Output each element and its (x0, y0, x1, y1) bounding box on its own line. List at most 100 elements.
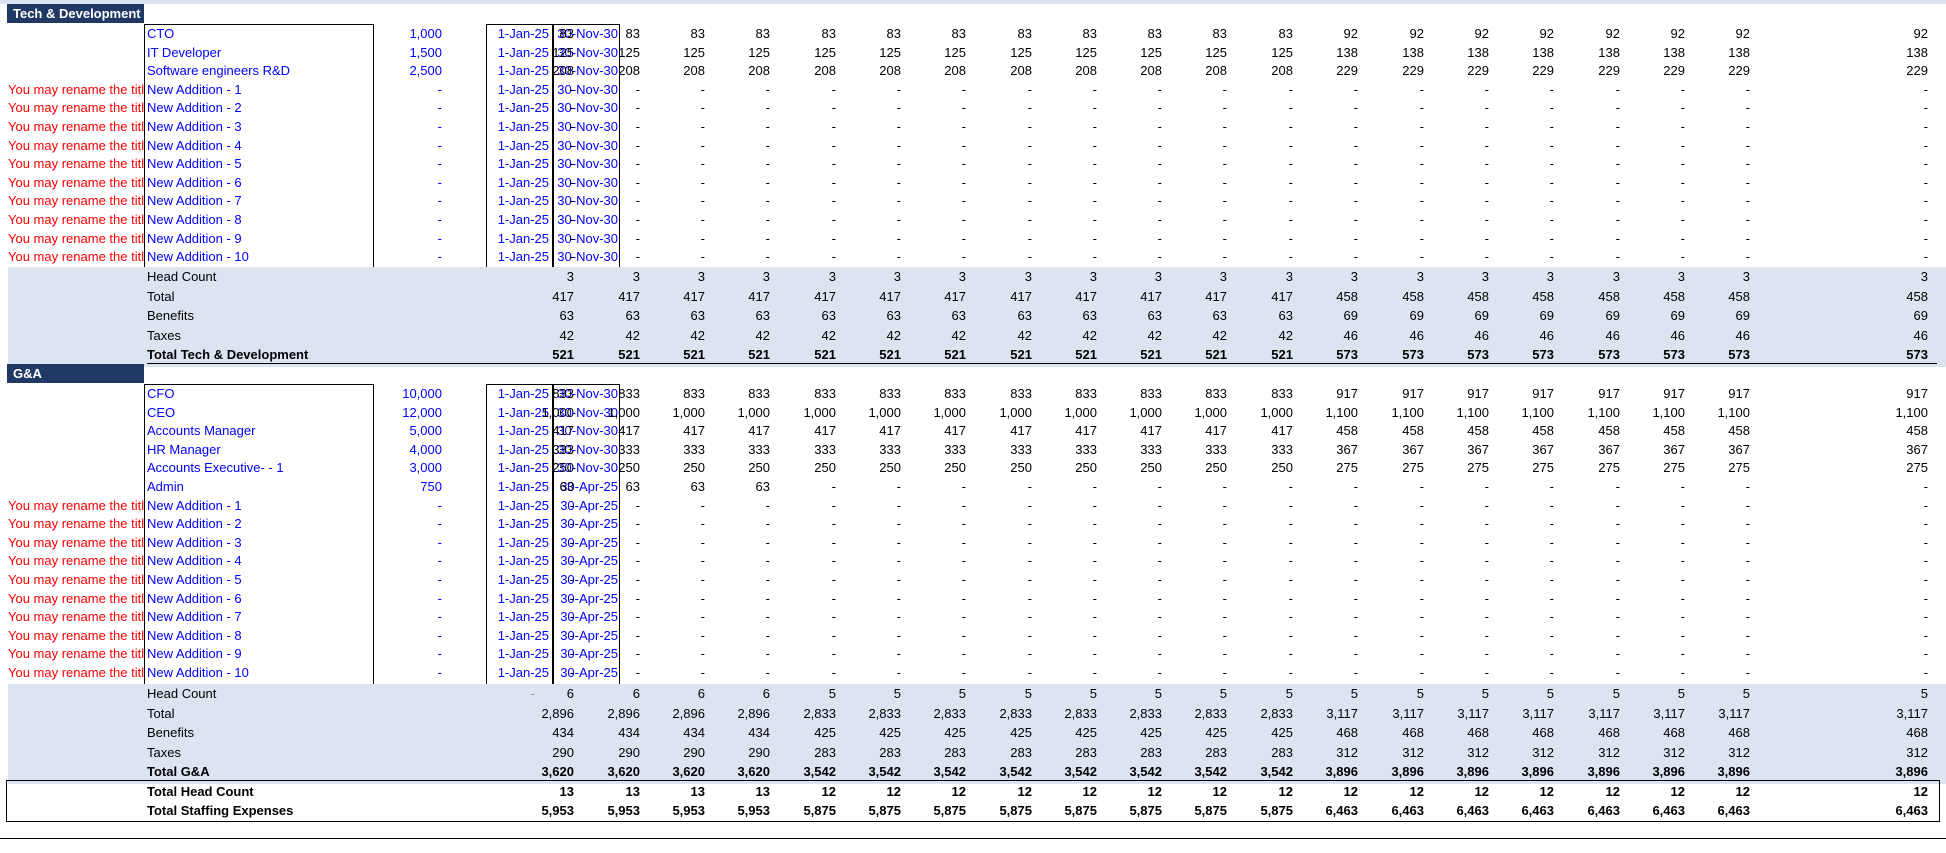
role-value-cell[interactable]: - (961, 137, 966, 153)
role-value-cell[interactable]: - (700, 249, 705, 265)
summary-value-cell[interactable]: 3 (1677, 269, 1685, 284)
role-value-cell[interactable]: - (765, 665, 770, 680)
summary-value-cell[interactable]: 434 (748, 725, 770, 740)
summary-value-cell[interactable]: 5 (1154, 686, 1162, 701)
role-value-cell[interactable]: - (1027, 553, 1032, 569)
role-value-cell[interactable]: - (1092, 156, 1097, 172)
summary-value-cell[interactable]: 3 (828, 269, 836, 284)
summary-value-cell[interactable]: 3,620 (541, 764, 574, 779)
role-value-cell[interactable]: 367 (1336, 441, 1358, 457)
role-value-cell[interactable]: - (1157, 156, 1162, 172)
role-value-cell[interactable]: 917 (1532, 386, 1554, 401)
salary-input[interactable]: - (437, 212, 442, 227)
grand-total-value-cell[interactable]: 5,875 (1064, 803, 1097, 818)
summary-value-cell[interactable]: 3 (893, 269, 901, 284)
summary-value-cell[interactable]: 283 (1205, 744, 1227, 760)
summary-value-cell[interactable]: 312 (1598, 744, 1620, 760)
role-value-cell[interactable]: - (1027, 497, 1032, 513)
summary-value-cell[interactable]: 468 (1467, 725, 1489, 740)
summary-value-cell[interactable]: 3 (1742, 269, 1750, 284)
grand-total-value-cell[interactable]: 12 (1474, 784, 1489, 799)
role-value-cell[interactable]: 92 (1343, 26, 1358, 41)
role-value-cell[interactable]: 1,100 (1717, 404, 1750, 420)
end-date-input[interactable]: 30-Apr-25 (560, 572, 618, 587)
role-value-cell[interactable]: - (896, 609, 901, 625)
role-value-cell[interactable]: - (1222, 646, 1227, 662)
role-value-cell[interactable]: - (1923, 627, 1928, 643)
end-date-input[interactable]: 30-Nov-30 (557, 460, 618, 476)
grand-total-value-cell[interactable]: 6,463 (1587, 803, 1620, 818)
role-value-cell[interactable]: - (1288, 553, 1293, 569)
salary-input[interactable]: - (437, 590, 442, 606)
role-value-cell[interactable]: - (1092, 174, 1097, 190)
role-value-cell[interactable]: - (700, 497, 705, 513)
role-value-cell[interactable]: 367 (1663, 441, 1685, 457)
role-value-cell[interactable]: - (1680, 646, 1685, 662)
grand-total-value-cell[interactable]: 12 (1605, 784, 1620, 799)
summary-value-cell[interactable]: 42 (1082, 327, 1097, 343)
role-value-cell[interactable]: - (1484, 193, 1489, 209)
role-value-cell[interactable]: 1,000 (1194, 404, 1227, 420)
summary-value-cell[interactable]: 312 (1336, 744, 1358, 760)
salary-input[interactable]: - (437, 665, 442, 680)
role-value-cell[interactable]: 92 (1474, 26, 1489, 41)
role-value-cell[interactable]: - (1353, 479, 1358, 494)
summary-value-cell[interactable]: 63 (559, 308, 574, 323)
role-value-cell[interactable]: 417 (1271, 423, 1293, 439)
summary-value-cell[interactable]: 312 (1532, 744, 1554, 760)
summary-value-cell[interactable]: 417 (1075, 288, 1097, 304)
role-value-cell[interactable]: 138 (1728, 44, 1750, 60)
role-value-cell[interactable]: 833 (1205, 386, 1227, 401)
start-date-input[interactable]: 1-Jan-25 (497, 460, 549, 476)
grand-total-value-cell[interactable]: 5,953 (737, 803, 770, 818)
summary-value-cell[interactable]: 5 (1481, 686, 1489, 701)
role-value-cell[interactable]: - (1615, 156, 1620, 172)
role-value-cell[interactable]: 458 (1532, 423, 1554, 439)
role-value-cell[interactable]: 138 (1598, 44, 1620, 60)
role-value-cell[interactable]: - (700, 119, 705, 134)
role-value-cell[interactable]: - (1222, 81, 1227, 97)
role-value-cell[interactable]: - (831, 81, 836, 97)
summary-value-cell[interactable]: 312 (1906, 744, 1928, 760)
role-value-cell[interactable]: - (700, 665, 705, 680)
role-value-cell[interactable]: - (1923, 665, 1928, 680)
role-value-cell[interactable]: - (1745, 212, 1750, 227)
role-value-cell[interactable]: - (765, 572, 770, 587)
role-value-cell[interactable]: - (700, 646, 705, 662)
role-value-cell[interactable]: - (1615, 119, 1620, 134)
role-name-input[interactable]: Accounts Executive- - 1 (147, 460, 284, 476)
role-name-input[interactable]: CFO (147, 386, 175, 401)
role-value-cell[interactable]: - (1353, 156, 1358, 172)
end-date-input[interactable]: 30-Nov-30 (557, 44, 618, 60)
role-value-cell[interactable]: - (961, 646, 966, 662)
salary-input[interactable]: - (437, 193, 442, 209)
role-value-cell[interactable]: 833 (1140, 386, 1162, 401)
role-value-cell[interactable]: 92 (1913, 26, 1928, 41)
role-value-cell[interactable]: - (1092, 572, 1097, 587)
role-value-cell[interactable]: - (1680, 249, 1685, 265)
role-value-cell[interactable]: - (1615, 609, 1620, 625)
role-value-cell[interactable]: - (1157, 665, 1162, 680)
role-value-cell[interactable]: 125 (552, 44, 574, 60)
role-value-cell[interactable]: - (569, 193, 574, 209)
grand-total-value-cell[interactable]: 6,463 (1456, 803, 1489, 818)
start-date-input[interactable]: 1-Jan-25 (497, 212, 549, 227)
role-value-cell[interactable]: - (896, 516, 901, 532)
salary-input[interactable]: - (437, 249, 442, 265)
summary-value-cell[interactable]: 3 (566, 269, 574, 284)
summary-value-cell[interactable]: 283 (1075, 744, 1097, 760)
role-value-cell[interactable]: 458 (1467, 423, 1489, 439)
summary-value-cell[interactable]: 3,896 (1391, 764, 1424, 779)
role-value-cell[interactable]: - (1419, 572, 1424, 587)
salary-input[interactable]: - (437, 572, 442, 587)
role-value-cell[interactable]: - (635, 590, 640, 606)
role-value-cell[interactable]: - (700, 627, 705, 643)
role-value-cell[interactable]: - (1680, 590, 1685, 606)
role-value-cell[interactable]: - (1923, 81, 1928, 97)
role-value-cell[interactable]: - (1157, 119, 1162, 134)
summary-value-cell[interactable]: 468 (1402, 725, 1424, 740)
end-date-input[interactable]: 30-Apr-25 (560, 665, 618, 680)
role-value-cell[interactable]: - (896, 627, 901, 643)
role-value-cell[interactable]: - (831, 572, 836, 587)
role-value-cell[interactable]: - (1615, 174, 1620, 190)
